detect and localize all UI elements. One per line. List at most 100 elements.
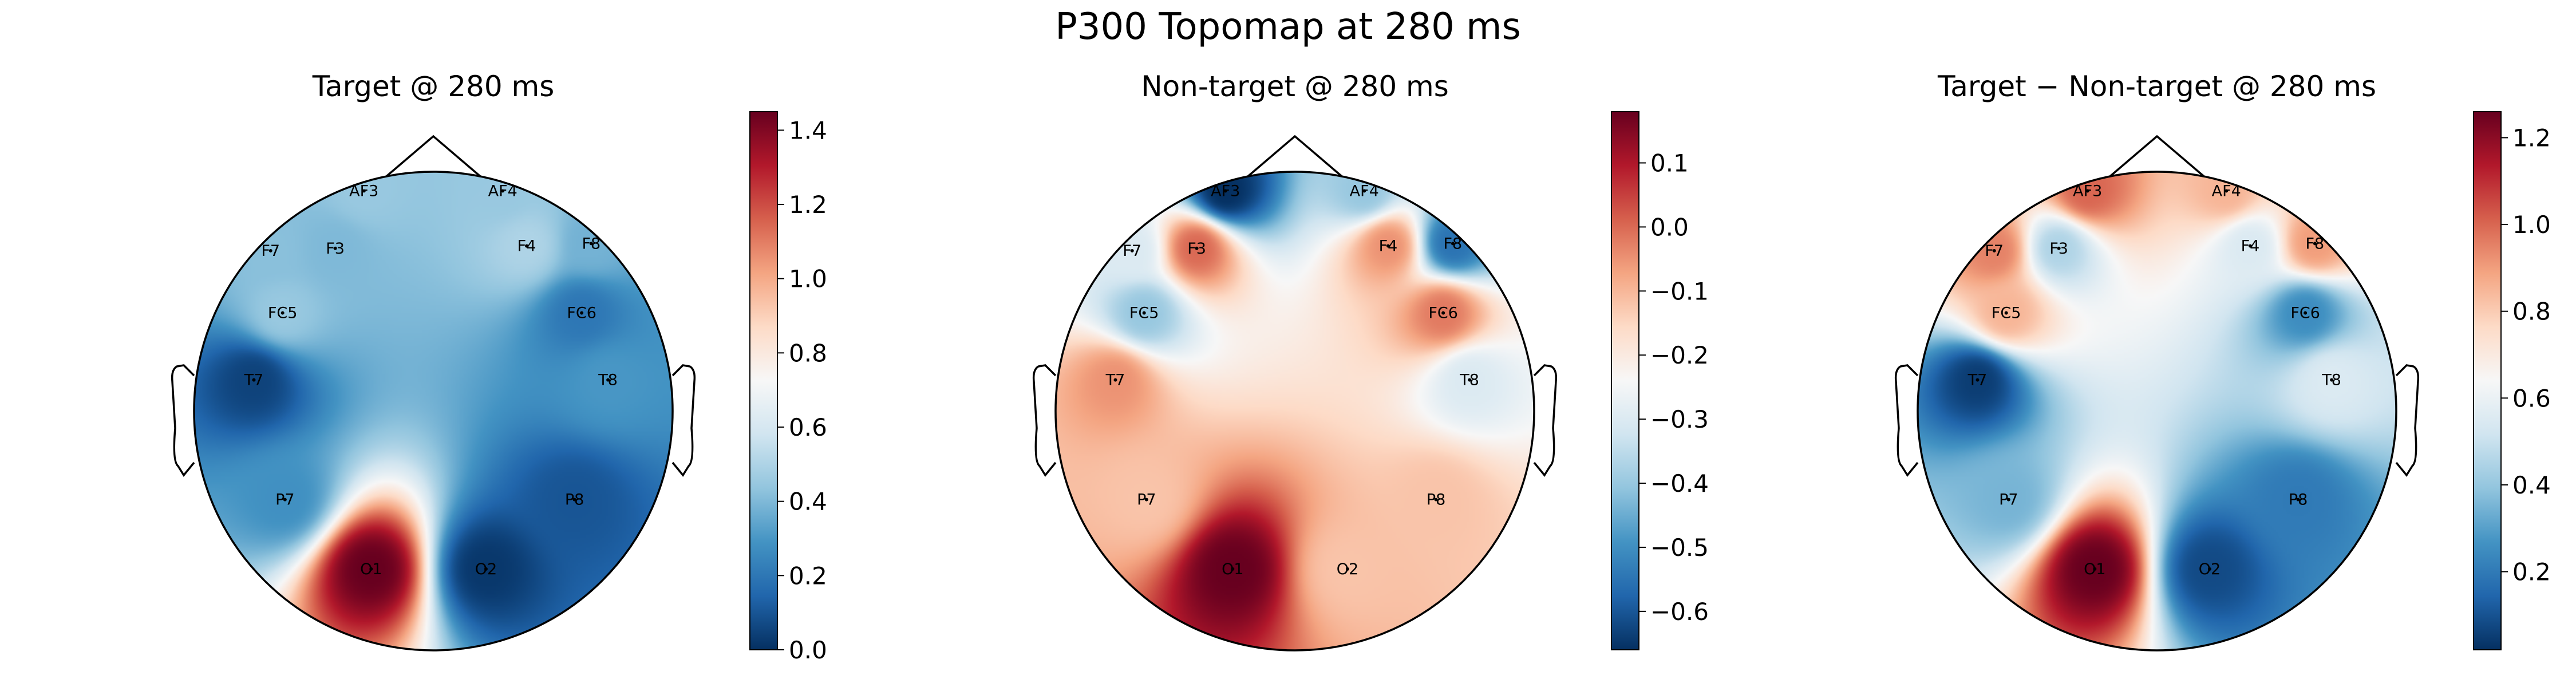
sensor-label: AF4 [488,182,517,200]
sensor-marker [1434,498,1438,502]
right-ear [2395,364,2420,477]
topomap-panel-0: AF3 AF4 F7 F3 F4 F8 FC5 FC6 T7 T8 P7 P8 O1 O2 [171,135,696,652]
sensor-label: AF3 [1211,182,1240,200]
colorbar-tick-label: 1.2 [789,191,827,219]
sensor-label: AF3 [349,182,378,200]
sensor-marker [525,244,529,248]
colorbar-tick-label: −0.6 [1650,598,1709,626]
colorbar-tick-label: 0.0 [789,636,827,664]
sensor-marker [2057,246,2061,250]
sensor-marker [1142,311,1146,315]
panel-difference: Target − Non-target @ 280 ms [1937,70,2376,103]
sensor-label: FC5 [1992,305,2021,322]
sensor-label: F3 [326,240,345,258]
sensor-marker [2313,242,2317,246]
sensor-marker [1231,567,1235,571]
colorbar-tick-label: 0.0 [1650,213,1689,241]
sensor-label: F7 [1985,242,2004,260]
panel-title: Target − Non-target @ 280 ms [1937,70,2376,103]
sensor-marker [1130,248,1134,252]
sensor-marker [1451,242,1455,246]
sensor-label: T7 [1967,372,1988,389]
colorbar-tick-label: 0.2 [789,562,827,590]
sensor-label: T7 [1105,372,1125,389]
sensor-marker [1386,244,1390,248]
sensor-marker [1992,248,1996,252]
sensor-marker [333,246,337,250]
sensor-label: F4 [2241,238,2260,255]
sensor-label: O1 [1222,560,1243,578]
colorbar: 0.0 0.2 0.4 0.6 0.8 1.0 1.2 1.4 [749,111,827,664]
panel-non-target: Non-target @ 280 ms [1141,70,1449,103]
sensor-label: FC5 [268,305,298,322]
sensor-marker [2207,567,2211,571]
sensor-label: F8 [2306,235,2325,252]
sensor-marker [572,498,576,502]
panel-title: Target @ 280 ms [312,70,555,103]
left-ear [1032,364,1057,477]
topomap-surface [194,172,673,650]
sensor-marker [362,189,366,193]
topomap-panel-1: AF3 AF4 F7 F3 F4 F8 FC5 FC6 T7 T8 P7 P8 O1 O2 [1032,135,1558,652]
head-outline [193,171,674,652]
colorbar-gradient [749,111,778,650]
sensor-marker [1223,189,1227,193]
head-outline [1917,171,2397,652]
left-ear [171,364,195,477]
colorbar: 0.2 0.4 0.6 0.8 1.0 1.2 [2473,111,2551,650]
panel-title: Non-target @ 280 ms [1141,70,1449,103]
sensor-marker [2249,244,2253,248]
sensor-label: T8 [2321,372,2341,389]
sensor-marker [2225,189,2229,193]
topomap-surface [1918,172,2396,650]
colorbar-tick-label: 0.6 [2512,384,2551,412]
sensor-label: FC5 [1129,305,1159,322]
sensor-label: T8 [598,372,618,389]
colorbar-tick-label: 0.4 [789,488,827,516]
colorbar-tick-label: 1.2 [2512,124,2551,152]
sensor-marker [1976,378,1980,382]
sensor-marker [1144,498,1148,502]
colorbar-tick-label: −0.4 [1650,469,1709,498]
right-ear [671,364,696,477]
sensor-marker [1113,378,1117,382]
colorbar-tick-label: −0.2 [1650,341,1709,369]
sensor-label: F8 [582,235,601,252]
sensor-label: AF4 [1350,182,1379,200]
sensor-label: T7 [244,372,264,389]
sensor-marker [2004,311,2008,315]
nose [1247,135,1343,177]
sensor-marker [580,311,584,315]
colorbar-tick-label: 1.4 [789,116,827,144]
figure-title: P300 Topomap at 280 ms [1055,6,1521,48]
sensor-marker [2006,498,2010,502]
sensor-label: F4 [1379,238,1398,255]
sensor-marker [2330,378,2334,382]
sensor-marker [283,498,287,502]
sensor-label: P8 [565,491,584,509]
colorbar-tick-label: 0.6 [789,413,827,441]
sensor-marker [2093,567,2097,571]
nose [385,135,481,177]
sensor-label: AF4 [2212,182,2241,200]
colorbar-gradient [2473,111,2502,650]
nose [2109,135,2205,177]
colorbar: −0.6 −0.5 −0.4 −0.3 −0.2 −0.1 0.0 0.1 [1611,111,1709,650]
head-outline [1054,171,1535,652]
sensor-marker [1362,189,1366,193]
sensor-marker [369,567,373,571]
sensor-marker [2304,311,2308,315]
colorbar-tick-label: 0.2 [2512,558,2551,586]
sensor-label: F4 [517,238,536,255]
colorbar-tick-label: 0.8 [789,339,827,367]
colorbar-tick-label: 1.0 [2512,211,2551,239]
sensor-label: P7 [1999,491,2018,509]
sensor-marker [501,189,505,193]
sensor-label: FC6 [2290,305,2320,322]
sensor-marker [1468,378,1472,382]
colorbar-tick-label: 0.4 [2512,471,2551,499]
sensor-label: P7 [1137,491,1156,509]
sensor-marker [589,242,593,246]
colorbar-tick-label: −0.5 [1650,534,1709,562]
